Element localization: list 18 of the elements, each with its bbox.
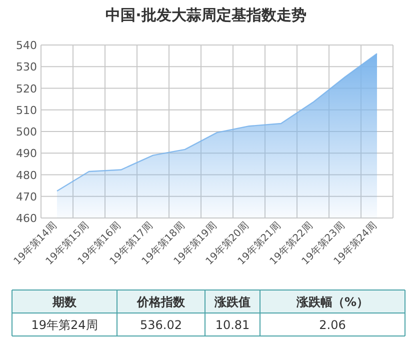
- text: 期数: [52, 295, 78, 309]
- y-tick-label: 500: [16, 126, 37, 138]
- y-tick-label: 540: [16, 39, 37, 52]
- y-tick-label: 520: [16, 82, 37, 96]
- y-tick-label: 510: [16, 104, 37, 117]
- y-tick-label: 480: [16, 168, 37, 182]
- text: 2.06: [319, 318, 346, 332]
- text: 涨跌值: [214, 295, 250, 309]
- y-tick-label: 490: [16, 147, 37, 160]
- chart-title: 中国·批发大蒜周定基指数走势: [106, 6, 306, 24]
- text: 19年第24周: [31, 318, 98, 332]
- text: 536.02: [140, 318, 182, 332]
- y-tick-label: 460: [16, 212, 37, 225]
- y-tick-label: 530: [16, 60, 37, 74]
- text: 价格指数: [136, 295, 186, 309]
- text: 涨跌幅（%）: [295, 295, 369, 309]
- y-tick-label: 470: [16, 190, 37, 204]
- text: 10.81: [215, 318, 250, 332]
